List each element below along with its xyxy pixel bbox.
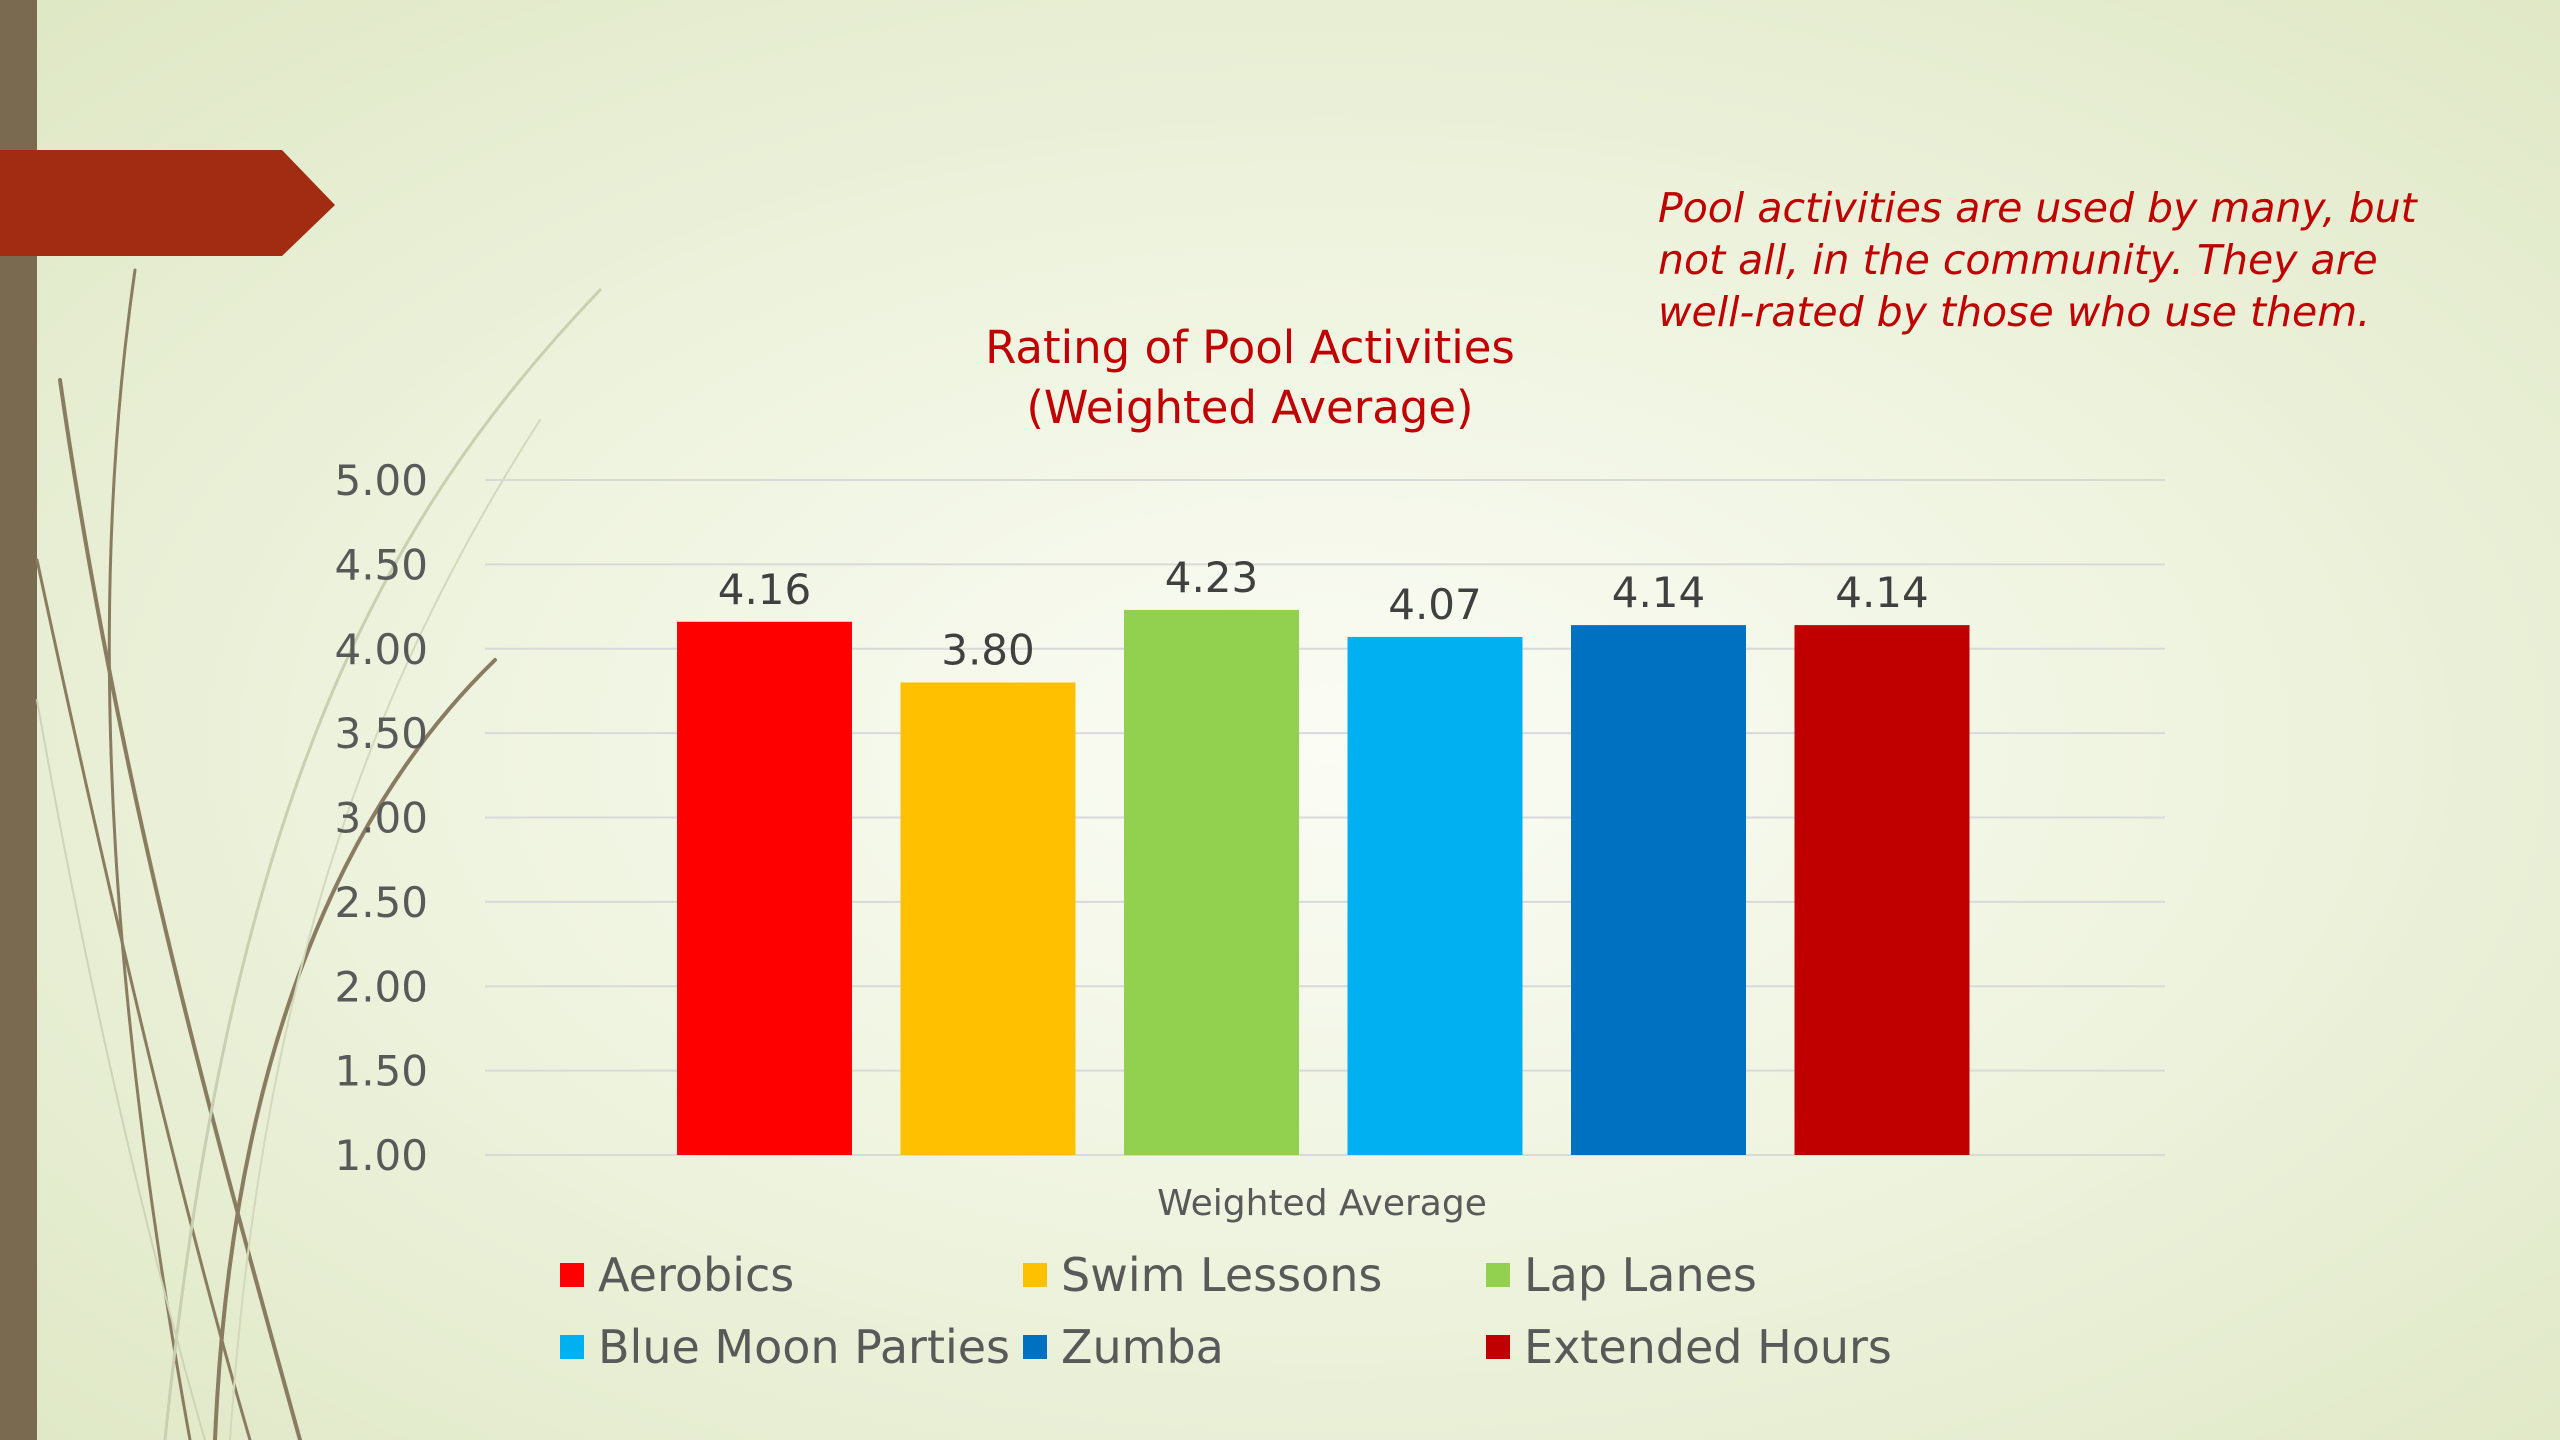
- legend-item: Extended Hours: [1486, 1317, 1892, 1377]
- bar-zumba: [1571, 625, 1746, 1155]
- y-tick-label: 2.00: [334, 962, 428, 1011]
- legend-label: Zumba: [1061, 1320, 1224, 1374]
- bar-extended-hours: [1794, 625, 1970, 1155]
- bar-swim-lessons: [900, 682, 1076, 1155]
- legend-label: Lap Lanes: [1524, 1248, 1757, 1302]
- annotation-note: Pool activities are used by many, but no…: [1658, 184, 2417, 336]
- y-tick-label: 1.00: [334, 1131, 428, 1180]
- bar-lap-lanes: [1124, 609, 1299, 1155]
- legend-item: Lap Lanes: [1486, 1245, 1757, 1305]
- legend-label: Swim Lessons: [1061, 1248, 1383, 1302]
- legend-swatch: [1486, 1335, 1510, 1359]
- legend-label: Blue Moon Parties: [598, 1320, 1011, 1374]
- y-tick-label: 3.50: [334, 709, 428, 758]
- legend-swatch: [1023, 1263, 1047, 1287]
- legend-swatch: [560, 1335, 584, 1359]
- chart-title-line2: (Weighted Average): [1026, 381, 1474, 434]
- legend-label: Aerobics: [598, 1248, 795, 1302]
- y-tick-label: 5.00: [334, 456, 428, 505]
- bar-aerobics: [677, 621, 852, 1155]
- data-labels: 4.16 3.80 4.23 4.07 4.14 4.14: [718, 553, 1929, 675]
- legend-swatch: [560, 1263, 584, 1287]
- legend-label: Extended Hours: [1524, 1320, 1892, 1374]
- bars: [677, 609, 1970, 1155]
- bar-blue-moon-parties: [1347, 636, 1523, 1155]
- data-label: 4.14: [1835, 568, 1929, 617]
- data-label: 4.07: [1388, 580, 1482, 629]
- y-tick-label: 4.00: [334, 625, 428, 674]
- y-axis-tick-labels: 1.00 1.50 2.00 2.50 3.00 3.50 4.00 4.50 5.00: [334, 456, 428, 1180]
- y-tick-label: 4.50: [334, 540, 428, 589]
- legend-item: Aerobics: [560, 1245, 794, 1305]
- data-label: 4.14: [1612, 568, 1706, 617]
- y-tick-label: 3.00: [334, 794, 428, 843]
- chart-title-line1: Rating of Pool Activities: [985, 321, 1515, 374]
- legend-item: Zumba: [1023, 1317, 1224, 1377]
- accent-arrow: [0, 150, 335, 256]
- y-tick-label: 2.50: [334, 878, 428, 927]
- legend-item: Swim Lessons: [1023, 1245, 1382, 1305]
- data-label: 4.23: [1165, 553, 1259, 602]
- legend-item: Blue Moon Parties: [560, 1317, 1010, 1377]
- chart-title: Rating of Pool Activities (Weighted Aver…: [860, 318, 1640, 438]
- y-tick-label: 1.50: [334, 1047, 428, 1096]
- data-label: 3.80: [941, 626, 1035, 675]
- x-axis-label: Weighted Average: [1157, 1183, 1487, 1224]
- data-label: 4.16: [718, 565, 812, 614]
- legend-swatch: [1023, 1335, 1047, 1359]
- decorative-curves: [35, 268, 602, 1440]
- legend-swatch: [1486, 1263, 1510, 1287]
